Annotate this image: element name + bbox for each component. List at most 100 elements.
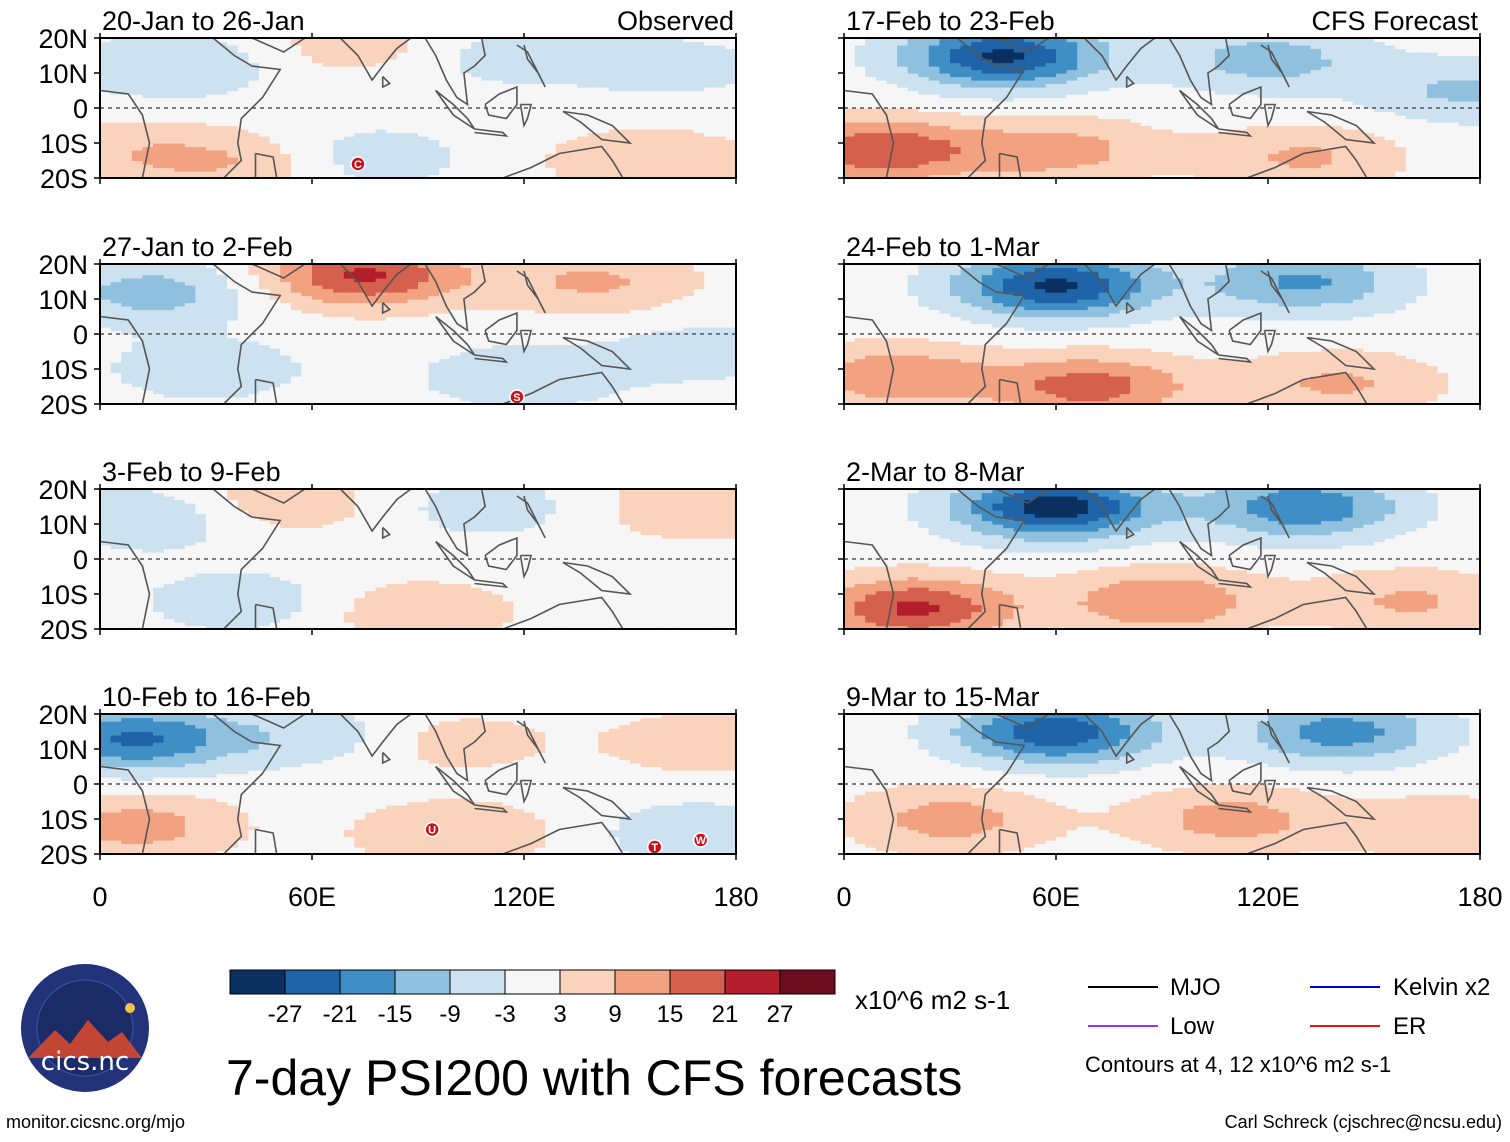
field-cell bbox=[322, 111, 334, 116]
field-cell bbox=[471, 379, 483, 384]
field-cell bbox=[672, 167, 684, 172]
field-cell bbox=[672, 379, 684, 384]
field-cell bbox=[449, 139, 461, 144]
field-cell bbox=[481, 94, 493, 99]
field-cell bbox=[312, 372, 324, 377]
field-cell bbox=[269, 299, 281, 304]
field-cell bbox=[407, 38, 419, 43]
field-cell bbox=[407, 334, 419, 339]
field-cell bbox=[396, 129, 408, 134]
field-cell bbox=[301, 376, 313, 381]
field-cell bbox=[524, 330, 536, 335]
field-cell bbox=[365, 369, 377, 374]
field-cell bbox=[248, 278, 260, 283]
field-cell bbox=[661, 38, 673, 43]
coast-borneo bbox=[484, 311, 518, 346]
field-cell bbox=[280, 129, 292, 134]
field-cell bbox=[651, 104, 663, 109]
field-cell bbox=[206, 372, 218, 377]
field-cell bbox=[714, 372, 726, 377]
field-cell bbox=[195, 295, 207, 300]
field-cell bbox=[492, 376, 504, 381]
field-cell bbox=[100, 562, 112, 567]
field-cell bbox=[725, 397, 736, 402]
field-cell bbox=[312, 348, 324, 353]
field-cell bbox=[704, 372, 716, 377]
field-cell bbox=[534, 400, 546, 404]
field-cell bbox=[206, 122, 218, 127]
field-cell bbox=[195, 73, 207, 78]
field-cell bbox=[693, 174, 705, 178]
field-cell bbox=[587, 132, 599, 137]
field-cell bbox=[587, 274, 599, 279]
field-cell bbox=[121, 111, 133, 116]
field-cell bbox=[121, 52, 133, 57]
field-cell bbox=[471, 41, 483, 46]
field-cell bbox=[301, 285, 313, 290]
field-cell bbox=[174, 390, 186, 395]
field-cell bbox=[343, 41, 355, 46]
field-cell bbox=[598, 129, 610, 134]
field-cell bbox=[598, 271, 610, 276]
field-cell bbox=[259, 171, 271, 176]
field-cell bbox=[184, 62, 196, 67]
field-cell bbox=[608, 62, 620, 67]
field-cell bbox=[100, 555, 112, 560]
field-cell bbox=[110, 559, 122, 564]
field-cell bbox=[714, 376, 726, 381]
field-cell bbox=[513, 306, 525, 311]
field-cell bbox=[163, 174, 175, 178]
field-cell bbox=[428, 267, 440, 272]
field-cell bbox=[100, 59, 112, 64]
field-cell bbox=[449, 76, 461, 81]
field-cell bbox=[110, 288, 122, 293]
field-cell bbox=[163, 108, 175, 113]
field-cell bbox=[481, 295, 493, 300]
field-cell bbox=[683, 115, 695, 120]
field-cell bbox=[301, 153, 313, 158]
field-cell bbox=[587, 52, 599, 57]
field-cell bbox=[471, 299, 483, 304]
field-cell bbox=[290, 355, 302, 360]
field-cell bbox=[672, 285, 684, 290]
field-cell bbox=[259, 83, 271, 88]
field-cell bbox=[206, 309, 218, 314]
field-cell bbox=[142, 355, 154, 360]
field-cell bbox=[492, 164, 504, 169]
field-cell bbox=[237, 108, 249, 113]
field-cell bbox=[640, 80, 652, 85]
field-cell bbox=[184, 87, 196, 92]
field-cell bbox=[195, 344, 207, 349]
field-cell bbox=[110, 115, 122, 120]
field-cell bbox=[365, 118, 377, 123]
field-cell bbox=[545, 337, 557, 342]
field-cell bbox=[418, 285, 430, 290]
field-cell bbox=[195, 379, 207, 384]
field-cell bbox=[375, 125, 387, 130]
field-cell bbox=[396, 115, 408, 120]
field-cell bbox=[206, 111, 218, 116]
field-cell bbox=[322, 139, 334, 144]
field-cell bbox=[714, 174, 726, 178]
field-cell bbox=[449, 164, 461, 169]
field-cell bbox=[206, 97, 218, 102]
field-cell bbox=[449, 111, 461, 116]
field-cell bbox=[386, 160, 398, 165]
y-tick-label: 0 bbox=[73, 320, 88, 350]
field-cell bbox=[683, 160, 695, 165]
field-cell bbox=[577, 400, 589, 404]
field-cell bbox=[333, 278, 345, 283]
field-cell bbox=[661, 132, 673, 137]
field-cell bbox=[259, 146, 271, 151]
field-cell bbox=[587, 38, 599, 43]
field-cell bbox=[131, 80, 143, 85]
field-cell bbox=[502, 299, 514, 304]
field-cell bbox=[153, 379, 165, 384]
field-cell bbox=[598, 62, 610, 67]
field-cell bbox=[587, 365, 599, 370]
field-cell bbox=[449, 125, 461, 130]
field-cell bbox=[343, 55, 355, 60]
field-cell bbox=[449, 59, 461, 64]
field-cell bbox=[651, 174, 663, 178]
field-cell bbox=[174, 108, 186, 113]
